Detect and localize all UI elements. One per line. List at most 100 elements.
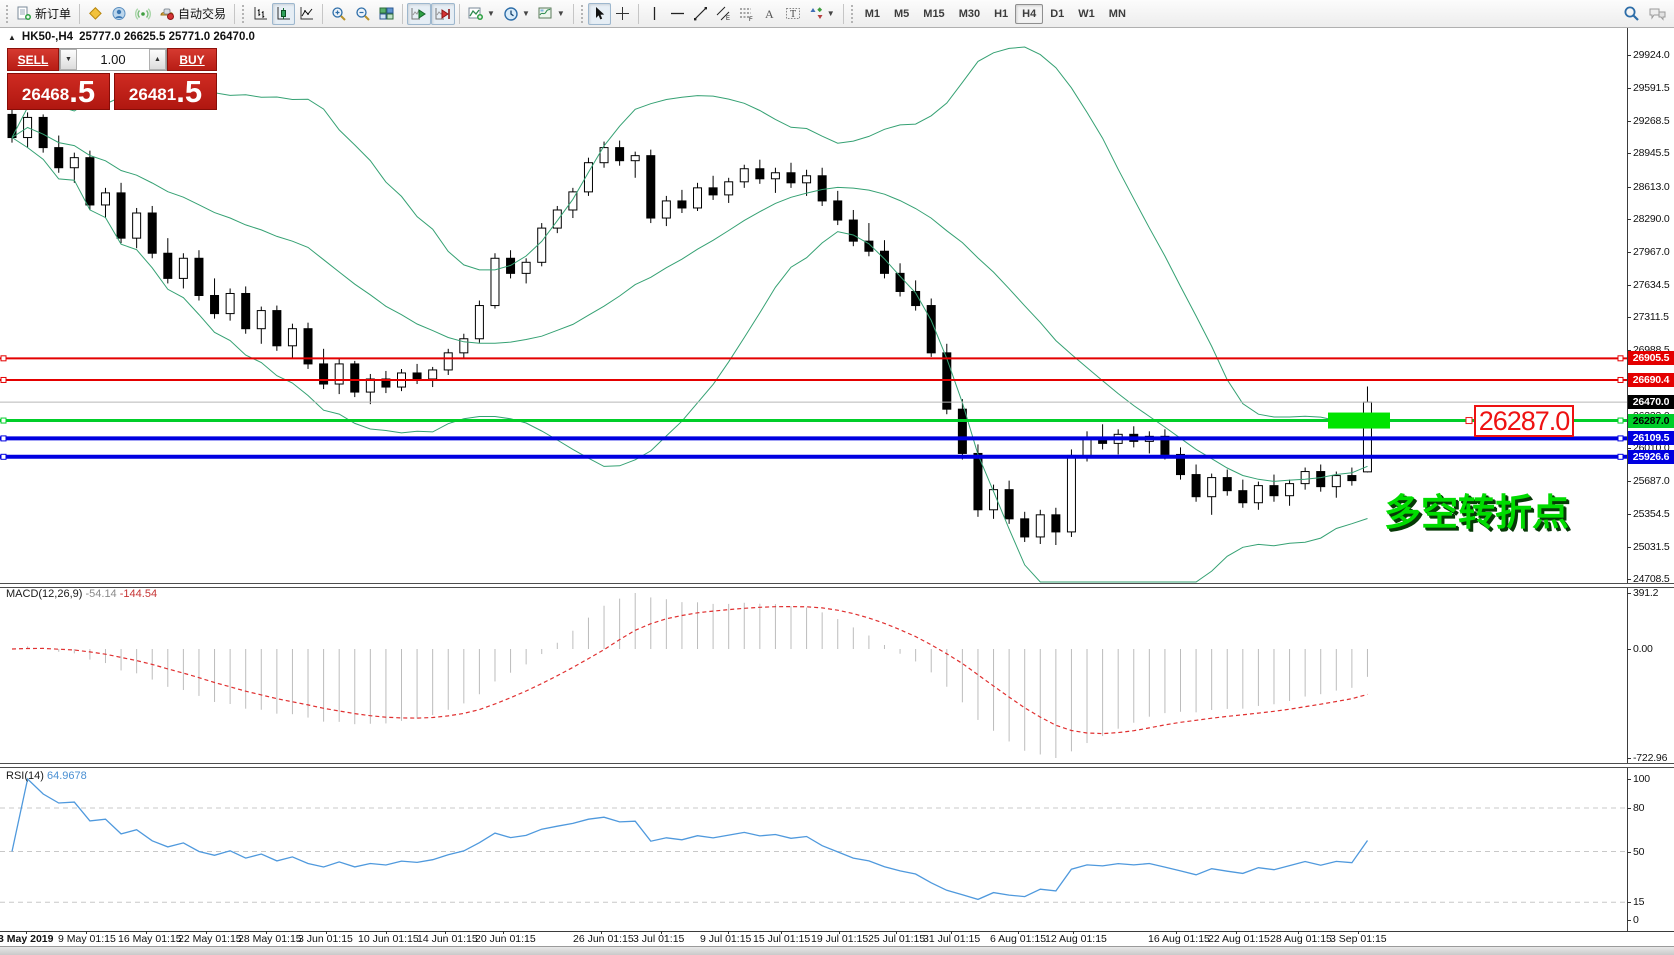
time-tick-mark [951, 931, 952, 934]
timeframe-m1-button[interactable]: M1 [864, 7, 880, 20]
zoom-in-button[interactable] [327, 3, 351, 25]
candle-body-down [879, 250, 889, 274]
new-order-button[interactable]: 新订单 [13, 3, 75, 25]
price-callout-label[interactable]: 26287.0 [1474, 405, 1574, 437]
macd-rsi-pane-separator[interactable] [0, 763, 1674, 768]
time-tick-mark [661, 931, 662, 934]
equidistant-channel-icon: E [716, 6, 730, 21]
line-price-axis-label: 25926.6 [1628, 449, 1674, 464]
time-axis-label: 9 Jul 01:15 [700, 933, 752, 945]
horizontal-line-button[interactable] [666, 3, 689, 25]
vertical-line-button[interactable] [643, 3, 666, 25]
bar-chart-button[interactable] [249, 3, 272, 25]
one-click-trading-panel: SELL ▼ 1.00 ▲ BUY 26468.5 26481.5 [7, 48, 217, 110]
green-zone-rectangle[interactable] [1328, 412, 1390, 429]
candle-body-down [646, 155, 656, 219]
toolbar-separator [459, 3, 461, 24]
timeframe-mn-button[interactable]: MN [1108, 7, 1126, 20]
macd-name: MACD(12,26,9) [6, 588, 83, 600]
candle-body-down [833, 200, 843, 221]
sell-button[interactable]: SELL [7, 48, 59, 71]
candle-body-down [708, 187, 718, 196]
candle-body-down [677, 200, 687, 209]
timeframe-m5-button[interactable]: M5 [894, 7, 910, 20]
candlestick-chart-icon [277, 7, 291, 20]
candle-body-down [54, 147, 64, 169]
buy-price-button[interactable]: 26481.5 [114, 73, 217, 110]
price-tick-label: 28945.5 [1633, 147, 1670, 160]
line-chart-button[interactable] [295, 3, 318, 25]
candlestick-chart-button[interactable] [272, 2, 296, 25]
main-macd-pane-separator[interactable] [0, 583, 1674, 588]
timeframe-m15-button[interactable]: M15 [923, 7, 945, 20]
zoom-out-button[interactable] [351, 3, 375, 25]
time-axis-label: 3 Jun 01:15 [298, 933, 353, 945]
axis-tick-mark [1627, 593, 1631, 594]
crosshair-icon [615, 7, 629, 20]
volume-increase-button[interactable]: ▲ [149, 49, 166, 70]
candle-body-up [428, 369, 438, 380]
macd-tick-label: 0.00 [1633, 643, 1653, 655]
chart-shift-button[interactable] [431, 2, 456, 25]
crosshair-button[interactable] [611, 3, 634, 25]
timeframe-h1-button[interactable]: H1 [994, 7, 1009, 20]
search-button[interactable] [1619, 3, 1644, 25]
candle-body-up [459, 338, 469, 354]
chat-button[interactable] [1644, 3, 1671, 25]
time-tick-mark [266, 931, 267, 934]
candle-body-up [521, 261, 531, 274]
line-handle [0, 417, 7, 424]
arrows-button[interactable]: ▼ [805, 3, 839, 25]
timeframe-w1-button[interactable]: W1 [1078, 7, 1095, 20]
cursor-button[interactable] [587, 2, 611, 25]
collapse-panel-icon[interactable]: ▲ [8, 32, 16, 42]
buy-button[interactable]: BUY [167, 48, 217, 71]
trendline-button[interactable] [689, 3, 712, 25]
axis-tick-mark [1627, 448, 1631, 450]
annotation-text[interactable]: 多空转折点 [1384, 492, 1569, 533]
tile-windows-button[interactable] [375, 3, 398, 25]
autotrading-button[interactable]: 自动交易 [155, 3, 230, 25]
indicators-button[interactable]: ▼ [464, 3, 499, 25]
trendline-icon [693, 7, 707, 21]
candle-body-down [147, 212, 157, 254]
timeframe-d1-button[interactable]: D1 [1050, 7, 1065, 20]
metaeditor-button[interactable] [84, 3, 107, 25]
line-handle [0, 355, 7, 362]
time-tick-mark [781, 931, 782, 934]
candle-body-down [942, 352, 952, 410]
candle-body-down [194, 257, 204, 296]
auto-scroll-button[interactable] [407, 2, 432, 25]
axis-tick-mark [1627, 808, 1631, 809]
rsi-value: 64.9678 [46, 770, 87, 782]
volume-decrease-button[interactable]: ▼ [60, 49, 77, 70]
signals-button[interactable] [131, 3, 155, 25]
timeframe-group: M1 M5 M15 M30 H1 H4 D1 W1 MN [858, 3, 1133, 24]
templates-button[interactable]: ▼ [534, 3, 569, 25]
time-tick-mark [1358, 931, 1359, 934]
time-axis-label: 9 May 01:15 [58, 933, 116, 945]
sell-price-button[interactable]: 26468.5 [7, 73, 110, 110]
text-label-button[interactable]: T [781, 3, 805, 25]
svg-text:A: A [765, 7, 774, 21]
time-tick-mark [728, 931, 729, 934]
axis-tick-mark [1627, 480, 1631, 482]
candle-body-down [241, 292, 251, 330]
text-button[interactable]: A [758, 3, 781, 25]
timeframe-h4-button[interactable]: H4 [1015, 3, 1044, 24]
periods-button[interactable]: ▼ [499, 3, 534, 25]
text-icon: A [765, 7, 774, 21]
community-button[interactable] [107, 3, 131, 25]
fibonacci-button[interactable]: F [735, 3, 758, 25]
symbol-period-label: HK50-,H4 [21, 31, 74, 43]
axis-tick-mark [1627, 317, 1631, 319]
timeframe-m30-button[interactable]: M30 [958, 7, 981, 20]
toolbar-grip [850, 4, 855, 23]
volume-input[interactable]: 1.00 [100, 52, 126, 67]
equidistant-channel-button[interactable]: E [712, 3, 735, 25]
tile-windows-icon [379, 7, 394, 20]
indicators-icon [468, 7, 484, 20]
new-order-icon [17, 6, 31, 20]
